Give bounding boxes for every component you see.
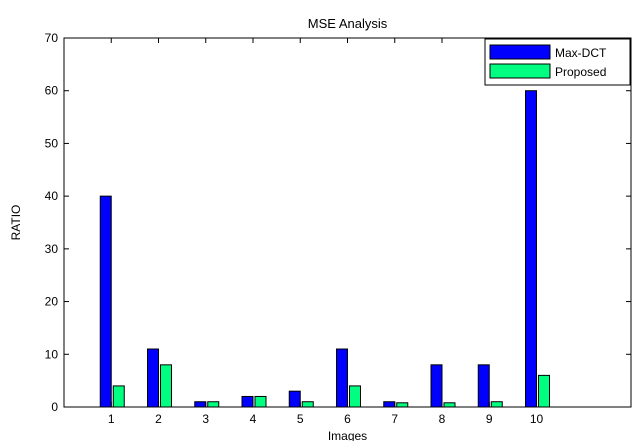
y-tick-label: 30 <box>45 242 59 256</box>
bar-proposed-6 <box>349 385 361 408</box>
x-tick-label: 1 <box>108 412 115 426</box>
x-tick-label: 10 <box>530 412 544 426</box>
legend-label-max-dct: Max-DCT <box>555 46 607 60</box>
legend-swatch-max-dct <box>489 44 551 60</box>
x-tick-label: 4 <box>250 412 257 426</box>
x-tick-label: 6 <box>344 412 351 426</box>
bar-proposed-1 <box>112 385 125 408</box>
x-tick-label: 9 <box>486 412 493 426</box>
bar-proposed-9 <box>490 401 503 408</box>
bar-proposed-10 <box>538 374 550 408</box>
bar-max-dct-6 <box>336 348 348 408</box>
bar-max-dct-3 <box>194 401 207 408</box>
bar-proposed-2 <box>160 364 172 408</box>
bar-max-dct-9 <box>477 364 490 408</box>
y-tick-label: 50 <box>45 136 59 150</box>
x-tick-label: 7 <box>391 412 398 426</box>
legend-label-proposed: Proposed <box>555 65 606 79</box>
bar-max-dct-2 <box>147 348 159 408</box>
y-axis-label: RATIO <box>9 205 23 241</box>
x-tick-label: 5 <box>297 412 304 426</box>
bar-max-dct-7 <box>383 401 396 408</box>
chart-title: MSE Analysis <box>308 16 388 31</box>
x-tick-label: 8 <box>439 412 446 426</box>
bar-max-dct-10 <box>525 90 537 408</box>
bar-max-dct-4 <box>241 395 254 408</box>
y-tick-label: 10 <box>45 347 59 361</box>
bar-proposed-3 <box>207 401 220 408</box>
axes: 0 10 20 30 40 50 60 70 1 2 3 4 5 6 7 8 9 10 <box>45 31 632 426</box>
y-tick-label: 40 <box>45 189 59 203</box>
bar-max-dct-5 <box>288 390 301 408</box>
legend-swatch-proposed <box>489 63 551 79</box>
bar-max-dct-8 <box>430 364 443 408</box>
bar-proposed-7 <box>396 402 409 408</box>
x-axis-label: Images <box>328 429 367 441</box>
x-tick-label: 3 <box>202 412 209 426</box>
x-tick-label: 2 <box>155 412 162 426</box>
bar-proposed-4 <box>254 395 267 408</box>
bar-proposed-5 <box>301 401 314 408</box>
y-tick-label: 60 <box>45 84 59 98</box>
legend: Max-DCT Proposed <box>484 38 631 86</box>
y-tick-label: 70 <box>45 31 59 45</box>
y-tick-label: 20 <box>45 295 59 309</box>
y-tick-label: 0 <box>51 400 58 414</box>
bar-max-dct-1 <box>99 195 112 408</box>
bar-proposed-8 <box>443 402 456 408</box>
